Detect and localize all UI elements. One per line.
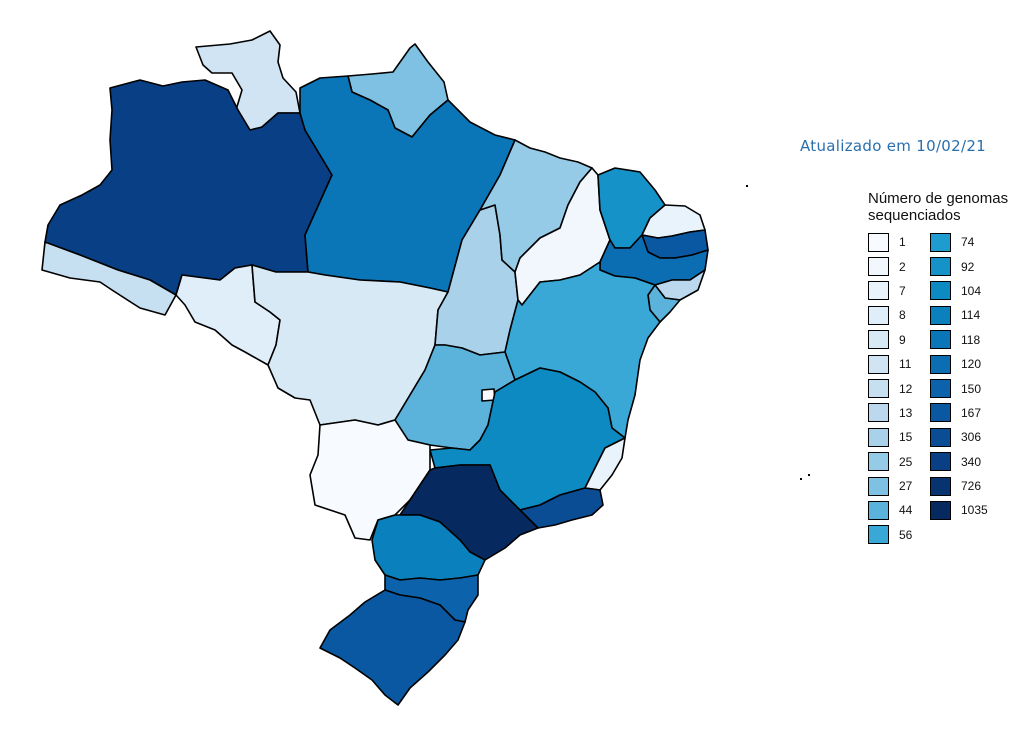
legend-item: 1 <box>868 230 926 254</box>
legend-item: 150 <box>930 376 988 400</box>
legend-item: 56 <box>868 523 926 547</box>
legend-swatch <box>868 379 889 399</box>
map-speck-3 <box>808 474 810 476</box>
legend-item: 1035 <box>930 498 988 522</box>
legend-swatch <box>930 379 951 399</box>
legend-item: 340 <box>930 450 988 474</box>
legend-value: 13 <box>899 405 913 420</box>
legend-value: 1 <box>899 235 906 250</box>
legend-swatch <box>868 232 889 252</box>
legend-value: 25 <box>899 454 913 469</box>
legend-column-2: 74 92 104 114 118 120 150 167 306 340 726 1035 <box>930 230 988 547</box>
legend-value: 15 <box>899 430 913 445</box>
legend-item: 74 <box>930 230 988 254</box>
legend-item: 167 <box>930 401 988 425</box>
legend-item: 306 <box>930 425 988 449</box>
map-legend: Número de genomas sequenciados 1 2 7 8 9 11 12… <box>868 190 1024 547</box>
state-es <box>584 437 626 491</box>
legend-value: 726 <box>961 479 982 494</box>
legend-value: 12 <box>899 381 913 396</box>
legend-item: 2 <box>868 254 926 278</box>
legend-value: 167 <box>961 405 982 420</box>
legend-swatch <box>930 257 951 277</box>
legend-item: 9 <box>868 328 926 352</box>
legend-swatch <box>930 403 951 423</box>
legend-value: 120 <box>961 357 982 372</box>
legend-item: 25 <box>868 450 926 474</box>
legend-item: 44 <box>868 498 926 522</box>
brazil-choropleth-map <box>41 30 709 706</box>
legend-title-line-1: Número de genomas <box>868 190 1009 207</box>
legend-swatch <box>868 476 889 496</box>
map-speck-2 <box>800 478 802 480</box>
legend-title: Número de genomas sequenciados <box>868 190 1024 224</box>
legend-value: 340 <box>961 454 982 469</box>
legend-value: 27 <box>899 479 913 494</box>
state-rj <box>519 487 604 529</box>
legend-value: 92 <box>961 259 975 274</box>
legend-swatch <box>930 500 951 520</box>
legend-swatch <box>868 525 889 545</box>
legend-value: 11 <box>899 357 912 372</box>
legend-swatch <box>930 330 951 350</box>
legend-item: 120 <box>930 352 988 376</box>
legend-swatch <box>868 305 889 325</box>
legend-value: 74 <box>961 235 975 250</box>
legend-value: 104 <box>961 283 982 298</box>
legend-swatch <box>930 427 951 447</box>
legend-item: 726 <box>930 474 988 498</box>
legend-swatch <box>868 500 889 520</box>
legend-item: 7 <box>868 279 926 303</box>
legend-swatch <box>930 476 951 496</box>
legend-value: 306 <box>961 430 982 445</box>
legend-value: 9 <box>899 332 906 347</box>
legend-value: 56 <box>899 527 913 542</box>
legend-swatch <box>930 232 951 252</box>
state-ms <box>309 419 431 541</box>
legend-item: 27 <box>868 474 926 498</box>
legend-item: 92 <box>930 254 988 278</box>
legend-columns: 1 2 7 8 9 11 12 13 15 25 27 44 56 74 92 104 114 118 120 15… <box>868 230 1024 547</box>
state-rs <box>319 589 466 706</box>
legend-value: 118 <box>961 332 981 347</box>
legend-value: 2 <box>899 259 906 274</box>
legend-value: 114 <box>961 308 981 323</box>
legend-title-line-2: sequenciados <box>868 207 961 224</box>
legend-value: 44 <box>899 503 913 518</box>
legend-swatch <box>868 354 889 374</box>
legend-item: 114 <box>930 303 988 327</box>
legend-value: 150 <box>961 381 982 396</box>
legend-swatch <box>868 403 889 423</box>
map-speck-1 <box>746 185 748 187</box>
legend-swatch <box>930 452 951 472</box>
legend-item: 15 <box>868 425 926 449</box>
legend-swatch <box>930 281 951 301</box>
legend-item: 12 <box>868 376 926 400</box>
state-ac <box>41 241 177 316</box>
legend-swatch <box>868 257 889 277</box>
legend-value: 1035 <box>961 503 988 518</box>
legend-swatch <box>868 281 889 301</box>
legend-item: 118 <box>930 328 988 352</box>
updated-date-label: Atualizado em 10/02/21 <box>800 137 987 155</box>
legend-swatch <box>930 305 951 325</box>
legend-swatch <box>868 452 889 472</box>
legend-swatch <box>868 427 889 447</box>
legend-column-1: 1 2 7 8 9 11 12 13 15 25 27 44 56 <box>868 230 926 547</box>
legend-item: 11 <box>868 352 926 376</box>
legend-value: 7 <box>899 283 906 298</box>
legend-item: 13 <box>868 401 926 425</box>
legend-item: 104 <box>930 279 988 303</box>
legend-swatch <box>930 354 951 374</box>
legend-swatch <box>868 330 889 350</box>
legend-value: 8 <box>899 308 906 323</box>
legend-item: 8 <box>868 303 926 327</box>
